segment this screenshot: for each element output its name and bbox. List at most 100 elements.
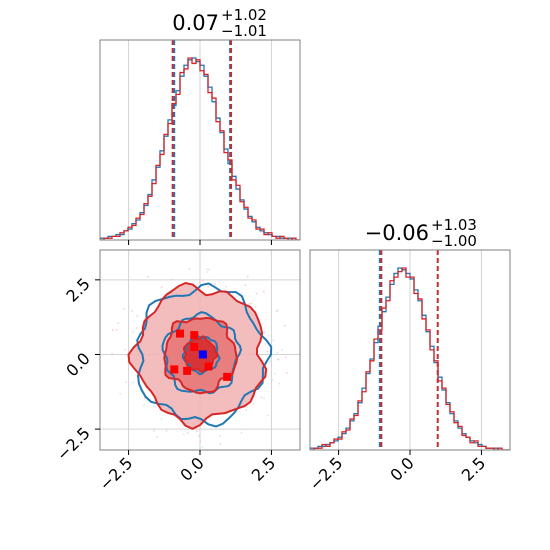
contour-scatter-dot [266, 414, 269, 417]
contour-scatter-dot [152, 430, 155, 432]
contour-scatter-dot [170, 278, 173, 281]
x1-title-median: 0.07 [172, 11, 219, 35]
panel-titles: 0.07 +1.02−1.01 −0.06 +1.03−1.00 [172, 6, 477, 250]
x1-x2-contour-panel: −2.5−2.5 0.0 0.0 2.5 2.5 [53, 249, 301, 494]
contour-scatter-dot [225, 285, 227, 288]
x1-marginal-panel [99, 39, 301, 245]
x2-title-median: −0.06 [365, 221, 429, 245]
x2-title: −0.06 +1.03−1.00 [365, 216, 477, 250]
contour-scatter-dot [197, 435, 200, 437]
contour-scatter-dot [152, 405, 155, 408]
contour-scatter-dot [281, 349, 284, 351]
contour-scatter-dot [244, 284, 247, 286]
contour-ytick-label: 0.0 [62, 349, 93, 380]
x2-xtick-label: 0.0 [386, 453, 417, 484]
red-square-point [190, 331, 199, 340]
contour-scatter-dot [206, 271, 209, 273]
contour-scatter-dot [207, 285, 209, 288]
x2-xtick-label: −2.5 [305, 453, 346, 494]
contour-scatter-dot [111, 352, 113, 355]
contour-scatter-dot [240, 431, 243, 434]
x2-xtick-label: 2.5 [458, 453, 489, 484]
red-square-point [176, 329, 184, 338]
contour-scatter-dot [254, 305, 257, 308]
contour-scatter-dot [264, 343, 267, 345]
contour-scatter-dot [195, 430, 198, 433]
contour-scatter-dot [269, 360, 272, 363]
contour-scatter-dot [270, 372, 272, 375]
contour-scatter-dot [147, 275, 150, 278]
contour-scatter-dot [135, 327, 138, 329]
x2-title-lower: −1.00 [431, 232, 477, 250]
contour-scatter-dot [286, 371, 288, 374]
red-square-point [170, 365, 179, 374]
red-square-point [223, 372, 232, 381]
red-square-point [190, 343, 199, 352]
contour-scatter-dot [143, 404, 145, 407]
contour-scatter-dot [201, 446, 204, 448]
contour-ytick-label: −2.5 [53, 423, 94, 464]
contour-scatter-dot [272, 339, 274, 342]
contour-scatter-dot [214, 283, 216, 286]
contour-scatter-dot [219, 435, 222, 437]
contour-scatter-dot [117, 322, 120, 325]
contour-scatter-dot [201, 279, 204, 282]
contour-scatter-dot [266, 350, 269, 353]
contour-scatter-dot [160, 286, 163, 289]
contour-scatter-dot [156, 436, 158, 438]
x1-hist-series-1 [100, 57, 300, 240]
contour-scatter-dot [205, 268, 208, 271]
contour-ytick-label: 2.5 [62, 274, 93, 305]
contour-scatter-dot [186, 432, 189, 434]
contour-scatter-dot [198, 281, 201, 284]
contour-scatter-dot [271, 378, 274, 381]
red-square-point [183, 366, 192, 375]
contour-scatter-dot [275, 310, 278, 313]
contour-scatter-dot [131, 381, 134, 384]
contour-xtick-label: 0.0 [176, 453, 207, 484]
contour-scatter-dot [263, 397, 265, 400]
center-marker [198, 350, 207, 359]
contour-scatter-dot [278, 382, 281, 385]
contour-scatter-dot [284, 356, 287, 359]
contour-scatter-dot [277, 358, 280, 361]
contour-scatter-dot [248, 303, 250, 305]
x1-title-lower: −1.01 [221, 22, 267, 40]
contour-scatter-dot [276, 309, 279, 311]
red-contour-line-2 [127, 281, 268, 430]
contour-scatter-dot [283, 324, 286, 327]
blue-contour-line-2 [136, 282, 273, 428]
x2-hist-series-1 [310, 267, 510, 450]
contour-scatter-dot [245, 409, 248, 412]
contour-xtick-label: −2.5 [95, 453, 136, 494]
contour-scatter-dot [273, 372, 276, 375]
contour-scatter-dot [131, 310, 134, 312]
contour-scatter-dot [246, 275, 249, 278]
contour-scatter-dot [123, 308, 126, 310]
contour-scatter-dot [188, 267, 191, 270]
contour-scatter-dot [276, 351, 279, 354]
contour-scatter-dot [255, 292, 258, 295]
red-contour-line-1 [163, 316, 239, 395]
contour-scatter-dot [165, 430, 168, 432]
contour-scatter-dot [124, 348, 126, 351]
contour-scatter-dot [131, 331, 134, 333]
contour-scatter-dot [135, 373, 138, 376]
contour-scatter-dot [183, 433, 185, 436]
x1-title-upper: +1.02 [221, 6, 267, 24]
contour-scatter-dot [111, 329, 114, 332]
contour-scatter-dot [260, 396, 263, 399]
contour-scatter-dot [160, 417, 163, 420]
contour-scatter-dot [195, 427, 198, 430]
contour-scatter-dot [252, 403, 255, 406]
contour-scatter-dot [262, 290, 265, 293]
x1-title: 0.07 +1.02−1.01 [172, 6, 267, 40]
contour-scatter-dot [250, 302, 253, 305]
contour-scatter-dot [136, 315, 139, 317]
x2-title-upper: +1.03 [431, 216, 477, 234]
contour-scatter-dot [263, 330, 266, 333]
x2-marginal-panel: −2.5 0.0 2.5 [305, 249, 511, 494]
contour-scatter-dot [199, 440, 202, 443]
contour-scatter-dot [115, 328, 118, 331]
